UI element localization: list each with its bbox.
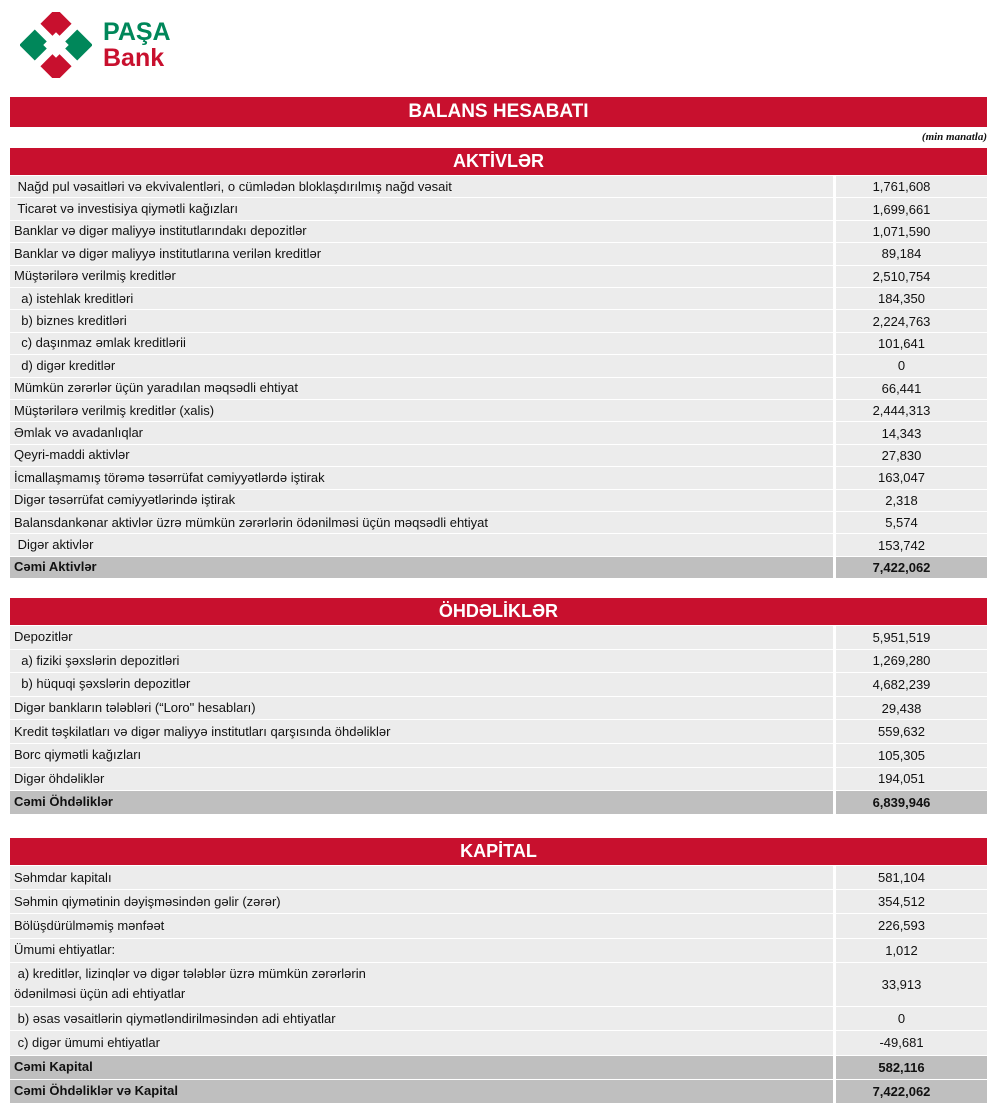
row-label: Banklar və digər maliyyə institutlarına … [10,243,833,265]
logo-icon [20,12,92,78]
row-value: 4,682,239 [836,673,987,696]
row-value: 0 [836,355,987,377]
row-label: Digər təsərrüfat cəmiyyətlərində iştirak [10,489,833,511]
row-value: 2,444,313 [836,400,987,422]
row-label: Ticarət və investisiya qiymətli kağızlar… [10,198,833,220]
row-label: b) əsas vəsaitlərin qiymətləndirilməsind… [10,1007,833,1031]
row-label: Qeyri-maddi aktivlər [10,444,833,467]
row-value: 1,269,280 [836,649,987,673]
row-label: Ümumi ehtiyatlar: [10,938,833,962]
row-value: 0 [836,1007,987,1031]
row-value: 89,184 [836,243,987,265]
total-label: Cəmi Öhdəliklər və Kapital [10,1079,833,1103]
row-value: 163,047 [836,467,987,489]
row-label: Borc qiymətli kağızları [10,744,833,767]
row-label: a) istehlak kreditləri [10,288,833,310]
row-value: 1,012 [836,938,987,962]
unit-note: (min manatla) [921,131,987,143]
total-label: Cəmi Öhdəliklər [10,791,833,814]
section-title: ÖHDƏLİKLƏR [10,598,987,625]
section-title: KAPİTAL [10,838,987,865]
row-label: Digər bankların tələbləri (“Loro" hesabl… [10,696,833,720]
row-label: İcmallaşmamış törəmə təsərrüfat cəmiyyət… [10,467,833,489]
total-label: Cəmi Kapital [10,1055,833,1079]
row-value: 5,574 [836,512,987,534]
row-label: Səhmin qiymətinin dəyişməsindən gəlir (z… [10,890,833,914]
row-value: 194,051 [836,767,987,791]
row-label: Mümkün zərərlər üçün yaradılan məqsədli … [10,377,833,399]
total-value: 582,116 [836,1055,987,1079]
row-value: 27,830 [836,444,987,467]
row-label: Kredit təşkilatları və digər maliyyə ins… [10,720,833,743]
row-value: 33,913 [836,962,987,1007]
row-value: 1,071,590 [836,220,987,243]
row-value: 581,104 [836,866,987,890]
row-label: Nağd pul vəsaitləri və ekvivalentləri, o… [10,176,833,198]
row-value: 101,641 [836,332,987,355]
brand-name: Bank [103,44,165,72]
row-value: 184,350 [836,288,987,310]
row-value: -49,681 [836,1031,987,1055]
row-value: 2,318 [836,489,987,511]
row-label: d) digər kreditlər [10,355,833,377]
row-label: Depozitlər [10,626,833,649]
row-value: 2,510,754 [836,265,987,287]
row-label: Digər aktivlər [10,534,833,556]
row-value: 1,761,608 [836,176,987,198]
row-value: 5,951,519 [836,626,987,649]
brand-name: PAŞA [103,18,171,46]
row-label: Əmlak və avadanlıqlar [10,422,833,444]
row-value: 105,305 [836,744,987,767]
row-value: 153,742 [836,534,987,556]
row-label: Banklar və digər maliyyə institutlarında… [10,220,833,243]
row-value: 14,343 [836,422,987,444]
row-value: 29,438 [836,696,987,720]
row-value: 226,593 [836,914,987,938]
row-label: a) fiziki şəxslərin depozitləri [10,649,833,673]
total-value: 7,422,062 [836,556,987,579]
total-value: 6,839,946 [836,791,987,814]
row-label: Müştərilərə verilmiş kreditlər [10,265,833,287]
row-value: 2,224,763 [836,310,987,332]
row-label: a) kreditlər, lizinqlər və digər tələblə… [10,962,833,1007]
row-value: 559,632 [836,720,987,743]
row-label: Balansdankənar aktivlər üzrə mümkün zərə… [10,512,833,534]
row-label: c) daşınmaz əmlak kreditlərii [10,332,833,355]
total-value: 7,422,062 [836,1079,987,1103]
row-label: b) hüquqi şəxslərin depozitlər [10,673,833,696]
row-label: Bölüşdürülməmiş mənfəət [10,914,833,938]
total-label: Cəmi Aktivlər [10,556,833,579]
row-label: Müştərilərə verilmiş kreditlər (xalis) [10,400,833,422]
report-title: BALANS HESABATI [10,97,987,127]
row-label: Səhmdar kapitalı [10,866,833,890]
row-label: b) biznes kreditləri [10,310,833,332]
row-value: 66,441 [836,377,987,399]
row-value: 354,512 [836,890,987,914]
row-label: Digər öhdəliklər [10,767,833,791]
row-value: 1,699,661 [836,198,987,220]
section-title: AKTİVLƏR [10,148,987,175]
row-label: c) digər ümumi ehtiyatlar [10,1031,833,1055]
